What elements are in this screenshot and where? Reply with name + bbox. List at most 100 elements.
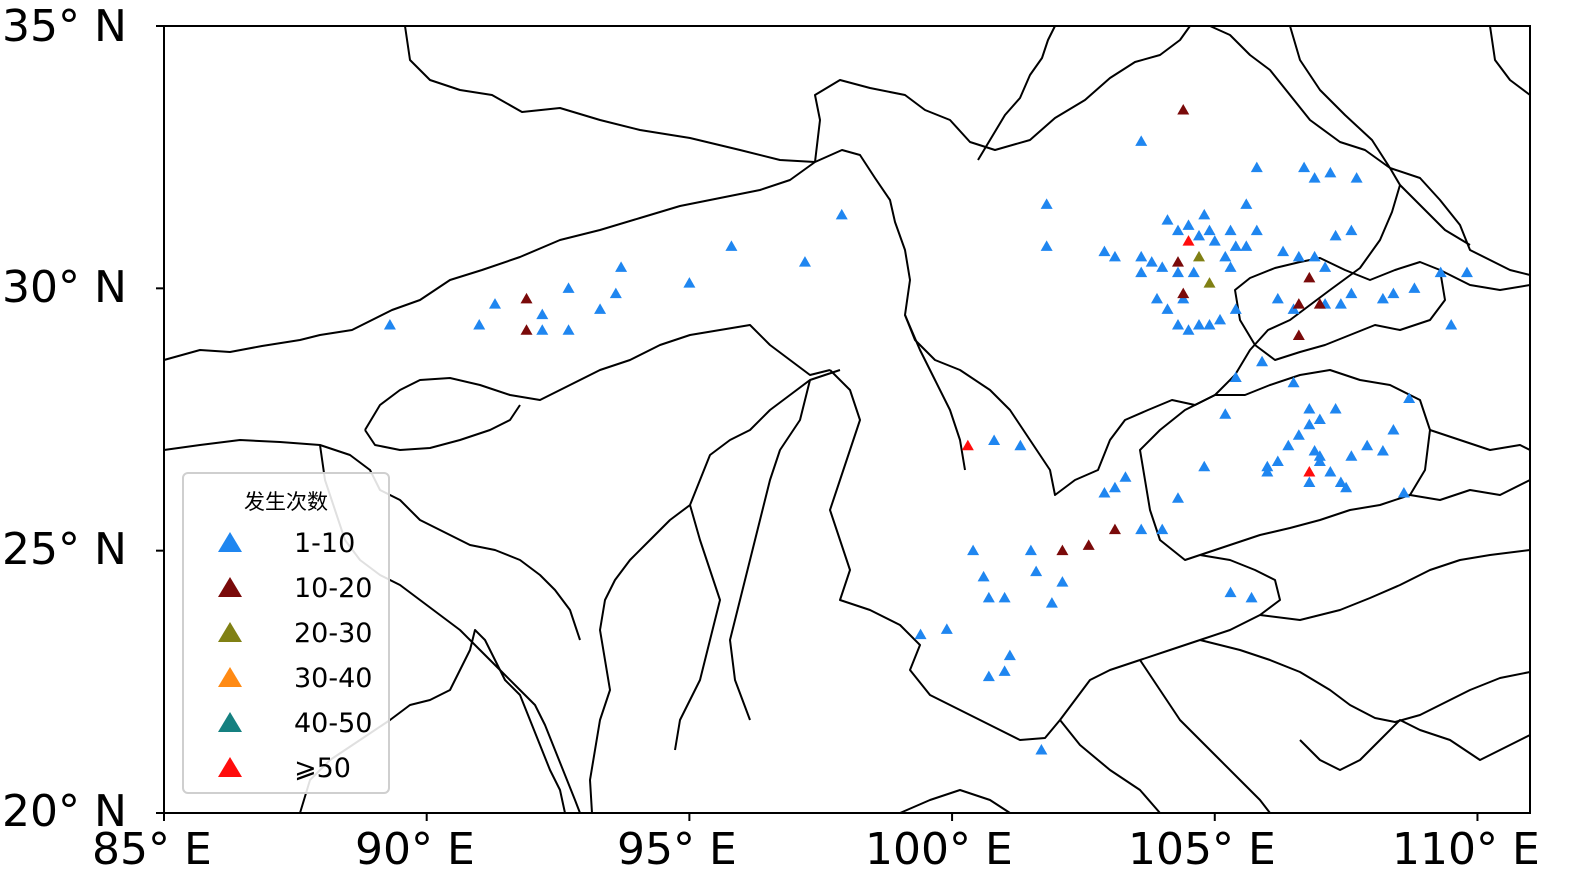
- boundary-gansu-inner: [977, 25, 1056, 161]
- boundary-hunan: [1409, 269, 1531, 501]
- boundary-henan: [1399, 25, 1531, 246]
- site-marker-1-10: [998, 591, 1011, 603]
- boundary-bhutan-assam: [163, 439, 581, 641]
- site-marker-1-10: [1229, 371, 1242, 383]
- site-marker-1-10: [1224, 586, 1237, 598]
- legend-row-40-50: 40-50: [184, 702, 388, 742]
- legend-row-50-plus: ⩾50: [184, 747, 388, 787]
- site-marker-1-10: [1287, 376, 1300, 388]
- site-marker-1-10: [1098, 245, 1111, 257]
- site-marker-1-10: [1193, 229, 1206, 241]
- site-marker-1-10: [914, 628, 927, 640]
- site-marker-1-10: [594, 303, 607, 314]
- legend-marker-2: [218, 622, 242, 642]
- site-marker-10-20: [1056, 544, 1069, 556]
- boundary-north-edge: [404, 25, 816, 163]
- site-marker-1-10: [1214, 313, 1227, 325]
- site-marker-50-plus: [961, 439, 974, 451]
- site-marker-50-plus: [1182, 235, 1195, 246]
- site-marker-1-10: [488, 298, 501, 309]
- site-marker-1-10: [1313, 413, 1326, 424]
- site-marker-50-plus: [1303, 465, 1316, 477]
- lon-tick-95: 95° E: [617, 824, 737, 875]
- legend-row-10-20: 10-20: [184, 567, 388, 607]
- site-marker-1-10: [1030, 565, 1043, 577]
- site-marker-1-10: [1203, 224, 1216, 236]
- site-marker-1-10: [562, 324, 575, 335]
- site-marker-1-10: [1108, 481, 1121, 493]
- boundary-gansu: [814, 25, 1191, 163]
- tick-marks: [156, 25, 1479, 821]
- coastline-tonkin: [1299, 719, 1531, 771]
- boundary-guangxi: [1199, 549, 1531, 723]
- site-marker-1-10: [1298, 161, 1311, 173]
- site-marker-1-10: [1171, 266, 1184, 278]
- legend-label: 40-50: [294, 708, 373, 739]
- site-marker-1-10: [1198, 208, 1211, 220]
- site-marker-1-10: [1376, 292, 1389, 304]
- site-marker-1-10: [1171, 224, 1184, 236]
- site-marker-1-10: [1319, 261, 1332, 272]
- site-marker-1-10: [1329, 403, 1342, 414]
- site-marker-1-10: [473, 319, 486, 330]
- map-background: [164, 26, 1530, 813]
- legend-row-20-30: 20-30: [184, 612, 388, 652]
- site-marker-1-10: [1250, 161, 1263, 173]
- legend-marker-0: [218, 532, 242, 552]
- site-marker-1-10: [1024, 544, 1037, 556]
- boundary-chongqing: [1234, 257, 1446, 361]
- boundary-guizhou: [1139, 369, 1431, 561]
- site-marker-1-10: [1434, 266, 1447, 278]
- site-marker-1-10: [1345, 450, 1358, 461]
- site-marker-1-10: [1150, 292, 1163, 304]
- site-marker-1-10: [536, 308, 549, 320]
- site-marker-10-20: [1177, 287, 1190, 299]
- site-marker-1-10: [982, 591, 995, 603]
- site-marker-10-20: [1082, 539, 1095, 550]
- site-marker-1-10: [1219, 250, 1232, 262]
- legend-marker-1: [218, 577, 242, 597]
- triangle-icon: [218, 577, 242, 597]
- site-marker-1-10: [1135, 135, 1148, 146]
- site-marker-1-10: [1334, 298, 1347, 309]
- site-marker-1-10: [1224, 224, 1237, 236]
- boundary-assam-inner: [674, 504, 721, 751]
- legend-title: 发生次数: [244, 490, 328, 514]
- site-marker-1-10: [1271, 455, 1284, 466]
- boundary-myanmar: [589, 369, 841, 814]
- site-marker-1-10: [967, 544, 980, 556]
- site-marker-1-10: [1324, 465, 1337, 477]
- site-marker-1-10: [1219, 408, 1232, 419]
- site-marker-1-10: [1397, 486, 1410, 498]
- site-marker-1-10: [1171, 319, 1184, 330]
- site-marker-1-10: [609, 287, 622, 299]
- site-marker-10-20: [520, 324, 533, 335]
- site-marker-1-10: [1271, 292, 1284, 304]
- site-marker-1-10: [1376, 444, 1389, 456]
- site-marker-1-10: [1135, 523, 1148, 535]
- site-marker-1-10: [1035, 744, 1048, 755]
- lon-tick-105: 105° E: [1128, 824, 1276, 875]
- lon-tick-110: 110° E: [1392, 824, 1540, 875]
- site-marker-1-10: [1187, 266, 1200, 278]
- site-marker-20-30: [1193, 250, 1206, 262]
- site-marker-1-10: [1277, 245, 1290, 257]
- site-marker-10-20: [1292, 298, 1305, 309]
- site-marker-1-10: [1445, 319, 1458, 330]
- site-marker-1-10: [835, 208, 848, 220]
- legend-label: 30-40: [294, 663, 373, 694]
- site-marker-1-10: [1292, 429, 1305, 440]
- site-marker-1-10: [798, 256, 811, 267]
- site-marker-1-10: [1182, 324, 1195, 335]
- site-marker-1-10: [1387, 423, 1400, 435]
- site-marker-1-10: [1056, 576, 1069, 587]
- site-marker-1-10: [1256, 355, 1269, 367]
- site-marker-1-10: [615, 261, 628, 272]
- site-marker-1-10: [536, 324, 549, 335]
- triangle-icon: [218, 712, 242, 732]
- site-marker-1-10: [982, 670, 995, 682]
- site-marker-1-10: [1308, 172, 1321, 183]
- boundary-bhutan: [364, 404, 521, 451]
- site-marker-1-10: [1203, 319, 1216, 330]
- site-marker-1-10: [1303, 418, 1316, 430]
